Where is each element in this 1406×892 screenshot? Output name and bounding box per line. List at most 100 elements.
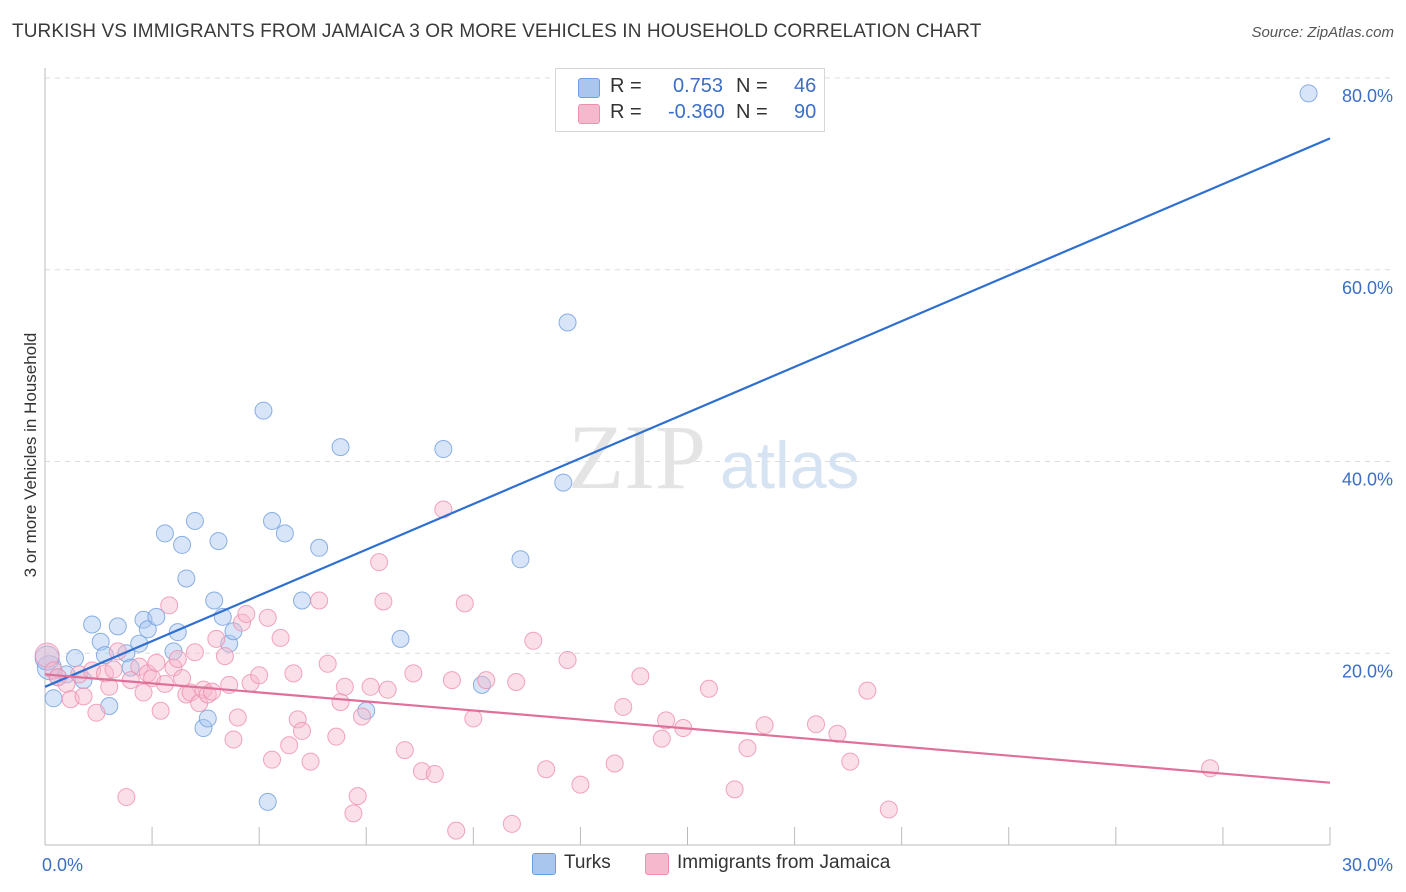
jamaica-point: [335, 677, 354, 696]
jamaica-point: [524, 631, 543, 650]
turks-point: [138, 620, 157, 639]
grid-lines: [45, 77, 1392, 654]
data-points: [34, 84, 1318, 840]
jamaica-point: [215, 647, 234, 666]
axes: [44, 68, 1331, 846]
jamaica-trend-line: [44, 673, 1331, 784]
turks-point: [83, 615, 102, 634]
jamaica-point: [95, 664, 114, 683]
jamaica-point: [233, 613, 252, 632]
n-value: 90: [794, 101, 817, 123]
jamaica-point: [250, 666, 269, 685]
jamaica-point: [74, 687, 93, 706]
turks-point: [434, 440, 453, 459]
watermark: ZIP atlas: [568, 406, 859, 508]
jamaica-point: [1201, 759, 1220, 778]
jamaica-point: [455, 594, 474, 613]
turks-point: [511, 550, 530, 569]
jamaica-point: [34, 642, 60, 668]
r-value: -0.360: [668, 101, 725, 123]
turks-point: [331, 438, 350, 457]
jamaica-swatch: [578, 104, 600, 124]
turks-point: [275, 524, 294, 543]
jamaica-point: [370, 553, 389, 572]
turks-point: [65, 649, 84, 668]
jamaica-point: [477, 671, 496, 690]
r-value: 0.753: [673, 75, 724, 97]
turks-point: [205, 591, 224, 610]
jamaica-point: [502, 814, 521, 833]
jamaica-point: [203, 682, 222, 701]
n-value: 46: [794, 75, 817, 97]
jamaica-point: [237, 604, 256, 623]
jamaica-point: [879, 800, 898, 819]
jamaica-point: [631, 667, 650, 686]
watermark-zip: ZIP: [568, 406, 706, 508]
jamaica-point: [507, 673, 526, 692]
turks-point: [155, 524, 174, 543]
turks-point: [554, 473, 573, 492]
r-label: R =: [610, 75, 642, 97]
correlation-legend: R = 0.753 N = 46 R = -0.360 N = 90: [555, 68, 825, 132]
jamaica-point: [352, 707, 371, 726]
y-tick-label: 60.0%: [1342, 278, 1393, 298]
jamaica-point: [841, 752, 860, 771]
turks-point: [44, 689, 63, 708]
turks-point: [1299, 84, 1318, 103]
jamaica-point: [464, 709, 483, 728]
jamaica-point: [117, 788, 136, 807]
turks-point: [558, 313, 577, 332]
r-label: R =: [610, 101, 642, 123]
jamaica-point: [185, 643, 204, 662]
jamaica-point: [147, 653, 166, 672]
jamaica-point: [807, 715, 825, 734]
jamaica-point: [100, 677, 119, 696]
turks-point: [147, 607, 166, 626]
jamaica-point: [395, 741, 414, 760]
y-tick-label: 40.0%: [1342, 470, 1393, 490]
trend-lines: [44, 137, 1331, 784]
jamaica-point: [657, 711, 676, 730]
turks-point: [173, 535, 192, 554]
turks-swatch: [532, 853, 556, 875]
jamaica-point: [738, 739, 757, 758]
jamaica-point: [310, 591, 329, 610]
turks-point: [310, 538, 329, 557]
jamaica-point: [699, 679, 718, 698]
jamaica-point: [361, 677, 380, 696]
jamaica-point: [537, 760, 556, 779]
turks-point: [258, 792, 277, 811]
jamaica-point: [160, 596, 179, 615]
jamaica-point: [280, 736, 299, 755]
jamaica-point: [725, 780, 744, 799]
chart-title: TURKISH VS IMMIGRANTS FROM JAMAICA 3 OR …: [12, 21, 982, 42]
turks-point: [254, 401, 273, 420]
jamaica-point: [404, 664, 423, 683]
legend-label-turks: Turks: [564, 852, 611, 873]
jamaica-point: [318, 654, 337, 673]
jamaica-point: [151, 701, 170, 720]
turks-swatch: [578, 78, 600, 98]
jamaica-point: [134, 683, 153, 702]
jamaica-point: [378, 680, 397, 699]
jamaica-point: [374, 592, 393, 611]
jamaica-point: [168, 650, 187, 669]
jamaica-point: [284, 664, 303, 683]
jamaica-swatch: [645, 853, 669, 875]
jamaica-point: [755, 716, 774, 735]
jamaica-point: [605, 754, 624, 773]
turks-point: [177, 569, 196, 588]
jamaica-point: [263, 750, 282, 769]
n-label: N =: [736, 101, 768, 123]
jamaica-point: [425, 765, 444, 784]
turks-point: [391, 629, 410, 648]
jamaica-point: [344, 804, 363, 823]
jamaica-point: [558, 650, 577, 669]
turks-point: [185, 511, 204, 530]
turks-point: [263, 511, 282, 530]
jamaica-point: [571, 775, 590, 794]
jamaica-point: [224, 730, 243, 749]
jamaica-point: [858, 681, 877, 700]
turks-point: [194, 719, 213, 738]
